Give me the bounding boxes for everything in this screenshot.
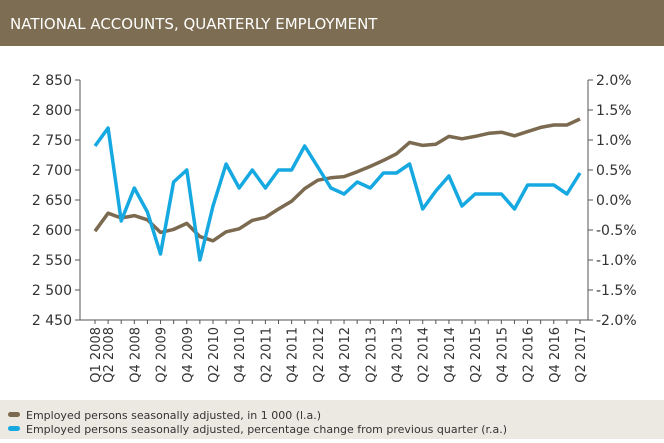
y2-tick-label: 2.0% [596,73,632,89]
y-tick-label: 2 550 [32,253,72,269]
x-tick-label: Q2 2015 [469,327,484,383]
x-tick-label: Q4 2008 [128,327,143,383]
y-tick-label: 2 450 [32,313,72,329]
y2-tick-label: 0.0% [596,193,632,209]
x-tick-label: Q2 2011 [259,327,274,383]
legend-label: Employed persons seasonally adjusted, in… [26,409,321,422]
x-tick-label: Q2 2010 [207,327,222,383]
x-tick-label: Q2 2016 [522,327,537,383]
legend-swatch [8,412,20,417]
series-line [93,117,581,243]
y-tick-label: 2 600 [32,223,72,239]
y2-tick-label: -2.0% [596,313,637,329]
y-tick-label: 2 700 [32,163,72,179]
x-tick-label: Q4 2014 [443,327,458,383]
header [0,0,664,46]
y2-tick-label: -1.5% [596,283,637,299]
x-tick-label: Q4 2010 [233,327,248,383]
x-tick-label: Q2 2014 [417,327,432,383]
x-tick-label: Q4 2016 [548,327,563,383]
legend-swatch [8,426,20,431]
y-tick-label: 2 750 [32,133,72,149]
chart-title: NATIONAL ACCOUNTS, QUARTERLY EMPLOYMENT [10,15,378,33]
x-tick-label: Q2 2012 [312,327,327,383]
series-line [93,126,582,262]
y-tick-label: 2 800 [32,103,72,119]
x-tick-label: Q2 2008 [102,327,117,383]
y2-tick-label: 1.0% [596,133,632,149]
y-tick-label: 2 500 [32,283,72,299]
x-tick-label: Q4 2011 [286,327,301,383]
legend-label: Employed persons seasonally adjusted, pe… [26,423,507,436]
y-tick-label: 2 650 [32,193,72,209]
x-tick-label: Q4 2009 [181,327,196,383]
legend-area [0,400,664,439]
y-tick-label: 2 850 [32,73,72,89]
x-tick-label: Q2 2013 [364,327,379,383]
y2-tick-label: -1.0% [596,253,637,269]
x-tick-label: Q2 2017 [574,327,589,383]
x-tick-label: Q4 2012 [338,327,353,383]
x-tick-label: Q2 2009 [155,327,170,383]
x-tick-label: Q4 2013 [390,327,405,383]
y2-tick-label: 0.5% [596,163,632,179]
x-tick-label: Q1 2008 [89,327,104,383]
y2-tick-label: 1.5% [596,103,632,119]
x-tick-label: Q4 2015 [495,327,510,383]
y2-tick-label: -0.5% [596,223,637,239]
